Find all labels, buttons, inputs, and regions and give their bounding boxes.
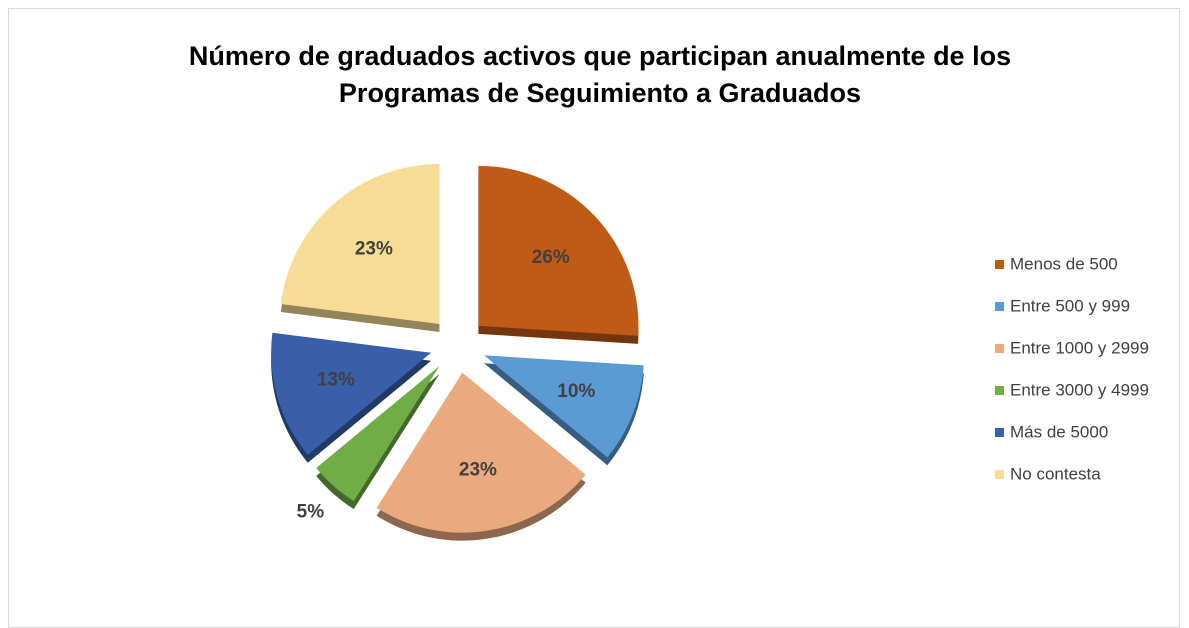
- slice: [280, 163, 440, 324]
- legend-swatch: [995, 260, 1004, 269]
- slice: [478, 165, 639, 336]
- legend-swatch: [995, 386, 1004, 395]
- legend-label: Entre 1000 y 2999: [1010, 338, 1149, 357]
- data-label: 10%: [557, 381, 595, 402]
- data-label: 13%: [317, 370, 355, 391]
- data-label: 26%: [532, 247, 570, 268]
- legend-swatch: [995, 302, 1004, 311]
- legend-label: No contesta: [1010, 464, 1101, 483]
- legend-label: Entre 3000 y 4999: [1010, 380, 1149, 399]
- slice: [484, 355, 644, 458]
- slice: [316, 366, 440, 502]
- legend-label: Entre 500 y 999: [1010, 296, 1130, 315]
- legend-swatch: [995, 428, 1004, 437]
- chart-title: Número de graduados activos que particip…: [188, 41, 1012, 108]
- legend-swatch: [995, 344, 1004, 353]
- data-label: 5%: [297, 501, 325, 522]
- slice: [376, 372, 586, 533]
- slice: [271, 332, 432, 455]
- data-label: 23%: [355, 239, 393, 260]
- data-label: 23%: [459, 460, 497, 481]
- legend-label: Menos de 500: [1010, 254, 1118, 273]
- legend-swatch: [995, 470, 1004, 479]
- legend-label: Más de 5000: [1010, 422, 1108, 441]
